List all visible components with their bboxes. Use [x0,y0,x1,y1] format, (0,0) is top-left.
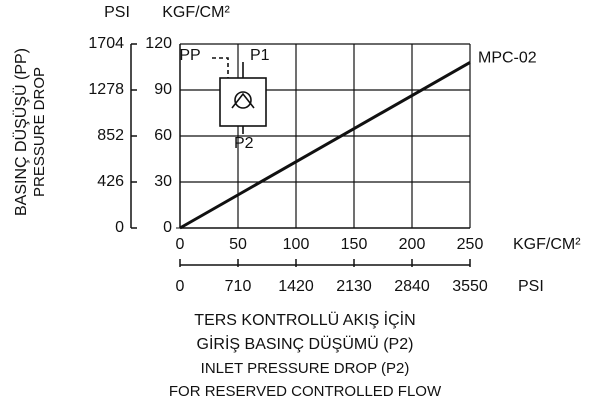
y-tick-label: 90 [154,81,172,98]
series-label: MPC-02 [478,50,537,67]
x-tick-label: 150 [341,236,368,253]
x2-tick-label: 1420 [278,278,314,295]
x2-tick-label: 0 [176,278,185,295]
y2-tick-label: 852 [97,127,124,144]
x-tick-label: 0 [176,236,185,253]
y-unit: KGF/CM² [162,4,230,21]
y-label: PRESSURE DROP [31,67,48,197]
y-tick-label: 0 [163,219,172,236]
x-tick-label: 250 [457,236,484,253]
y-label: BASINÇ DÜŞÜŞÜ (PP) [12,48,30,216]
x-unit: KGF/CM² [513,236,581,253]
y2-tick-label: 0 [115,219,124,236]
x2-tick-label: 3550 [452,278,488,295]
y2-tick-label: 1704 [88,35,124,52]
y-tick-label: 60 [154,127,172,144]
inset-seat [231,92,255,109]
x2-tick-label: 710 [225,278,252,295]
inset-line [212,57,229,78]
inset-box [219,77,267,127]
y-tick-label: 30 [154,173,172,190]
y2-tick-label: 426 [97,173,124,190]
x2-tick-label: 2130 [336,278,372,295]
y2-tick-label: 1278 [88,81,124,98]
y-tick-label: 120 [145,35,172,52]
x-label: GİRİŞ BASINÇ DÜŞÜMÜ (P2) [197,334,414,353]
y2-unit: PSI [104,4,130,21]
inset-label: P2 [234,135,254,152]
x2-tick-label: 2840 [394,278,430,295]
inset-label: P1 [250,47,270,64]
x-tick-label: 100 [283,236,310,253]
inset-ball [234,91,252,109]
x-label: INLET PRESSURE DROP (P2) [201,360,410,377]
x-tick-label: 200 [399,236,426,253]
x-tick-label: 50 [229,236,247,253]
series-line [179,61,471,230]
x-label: FOR RESERVED CONTROLLED FLOW [169,383,442,400]
inset-symbol [212,57,267,134]
x2-unit: PSI [518,278,544,295]
inset-label: PP [179,47,200,64]
x-label: TERS KONTROLLÜ AKIŞ İÇİN [194,310,415,329]
